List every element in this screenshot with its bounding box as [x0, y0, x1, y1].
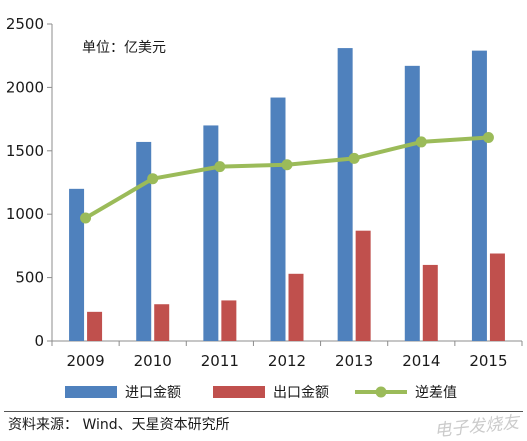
bar: [489, 253, 505, 341]
bars-layer: [69, 48, 505, 342]
bar: [69, 188, 85, 341]
bar: [404, 65, 420, 342]
line-point: [415, 136, 427, 148]
x-tick-label: 2013: [335, 352, 373, 370]
x-tick-label: 2015: [469, 352, 507, 370]
axis-layer: 0 500 1000 1500 2000 2500 2009 2010 2011 2012 2013…: [6, 15, 523, 370]
bar: [337, 48, 353, 341]
bar: [270, 97, 286, 341]
legend-swatch-marker: [375, 386, 387, 398]
bar: [422, 264, 438, 341]
bar: [87, 311, 103, 341]
line-point: [214, 161, 226, 173]
line-point: [147, 173, 159, 185]
legend-label: 出口金额: [273, 385, 329, 401]
y-tick-label: 1000: [6, 205, 44, 223]
legend-label: 进口金额: [125, 385, 181, 401]
y-tick-label: 1500: [6, 142, 44, 160]
x-tick-label: 2010: [134, 352, 172, 370]
y-tick-label: 2000: [6, 78, 44, 96]
bar: [221, 300, 237, 341]
legend: 进口金额 出口金额 逆差值: [65, 385, 457, 401]
line-layer: [80, 131, 494, 224]
x-tick-label: 2014: [402, 352, 440, 370]
line-point: [348, 152, 360, 164]
x-tick-label: 2012: [268, 352, 306, 370]
y-tick-label: 2500: [6, 15, 44, 33]
y-tick-label: 500: [15, 269, 44, 287]
y-tick-label: 0: [34, 332, 44, 350]
unit-label: 单位：亿美元: [82, 40, 166, 56]
legend-label: 逆差值: [415, 385, 457, 401]
bar: [471, 50, 487, 342]
line-point: [281, 159, 293, 171]
legend-swatch: [65, 386, 117, 398]
x-tick-label: 2009: [66, 352, 104, 370]
line-point: [80, 212, 92, 224]
line-point: [482, 131, 494, 143]
bar: [136, 141, 152, 341]
x-tick-label: 2011: [201, 352, 239, 370]
legend-swatch: [213, 386, 265, 398]
bar: [355, 230, 371, 341]
bar: [154, 304, 170, 341]
bar: [203, 125, 219, 341]
bar: [288, 273, 304, 341]
source-divider: [4, 411, 523, 412]
source-note: 资料来源： Wind、天星资本研究所: [8, 417, 230, 433]
